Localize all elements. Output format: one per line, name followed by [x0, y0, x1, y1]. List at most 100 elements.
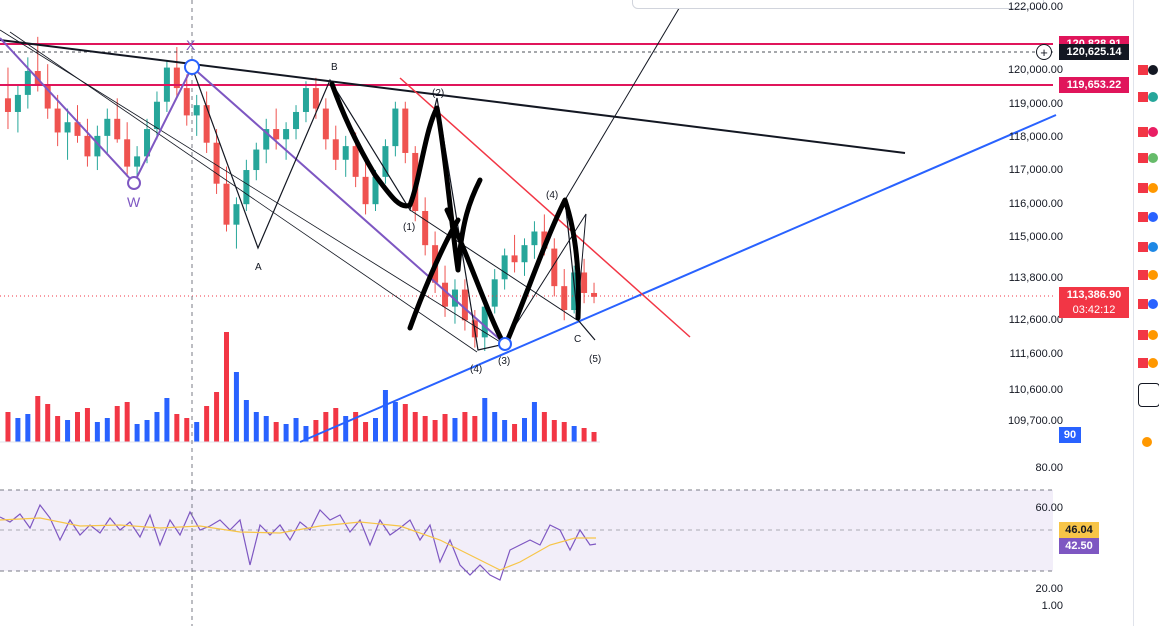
rsi-line — [0, 503, 597, 581]
volume-bar — [472, 416, 478, 442]
wl-item-12-icon[interactable] — [1142, 437, 1152, 447]
candle-body — [372, 176, 379, 205]
wave-label-1: (1) — [403, 222, 416, 233]
candle-body — [44, 84, 51, 109]
candle-body — [54, 108, 61, 133]
wl-flag-10[interactable] — [1138, 330, 1148, 340]
wl-item-1-icon[interactable] — [1148, 65, 1158, 75]
volume-bar — [392, 402, 398, 442]
volume-bar — [45, 404, 51, 442]
volume-bar — [541, 412, 547, 442]
candle-body — [491, 279, 498, 307]
price-chart[interactable] — [0, 0, 1133, 626]
wl-flag-9[interactable] — [1138, 299, 1148, 309]
top-toolbar-box — [632, 0, 1044, 9]
candle-body — [322, 108, 329, 140]
volume-bar — [502, 420, 508, 442]
watchlist-panel[interactable] — [1133, 0, 1159, 626]
wave-label-c: C — [574, 334, 582, 345]
volume-bar — [373, 418, 378, 442]
candle-body — [263, 129, 270, 150]
volume-bar — [561, 422, 567, 442]
wl-flag-6[interactable] — [1138, 212, 1148, 222]
candle-body — [551, 248, 558, 287]
candle-body — [461, 289, 468, 321]
volume-bar — [124, 402, 130, 442]
wl-flag-8[interactable] — [1138, 270, 1148, 280]
price-tick-label: 111,600.00 — [1009, 348, 1063, 360]
candle-body — [134, 156, 141, 167]
wl-item-10-icon[interactable] — [1148, 330, 1158, 340]
wl-item-11-icon[interactable] — [1148, 358, 1158, 368]
price-tick-label: 116,000.00 — [1008, 198, 1063, 210]
candle-body — [451, 289, 458, 307]
volume-bar — [462, 412, 468, 442]
marker-3[interactable] — [498, 337, 512, 351]
rsi-tick-label: 1.00 — [1041, 600, 1063, 612]
volume-bar — [25, 414, 31, 442]
red-channel-line — [399, 77, 691, 338]
candle-body — [442, 282, 449, 307]
volume-bar — [442, 414, 448, 442]
price-tick-label: 112,600.00 — [1008, 314, 1063, 326]
candle-body — [144, 129, 151, 157]
wl-flag-3[interactable] — [1138, 127, 1148, 137]
wl-item-9-icon[interactable] — [1148, 299, 1158, 309]
add-alert-icon[interactable]: + — [1036, 44, 1052, 60]
volume-bar — [293, 418, 299, 442]
wl-flag-7[interactable] — [1138, 242, 1148, 252]
candle-body — [104, 118, 111, 136]
volume-bar — [5, 412, 11, 442]
candle-body — [302, 88, 309, 112]
candle-body — [243, 170, 250, 205]
volume-bar — [253, 412, 259, 442]
price-tick-label: 118,000.00 — [1008, 131, 1063, 143]
wl-flag-2[interactable] — [1138, 92, 1148, 102]
volume-bar — [422, 416, 428, 442]
wl-item-7-icon[interactable] — [1148, 242, 1158, 252]
volume-bar — [551, 420, 557, 442]
volume-bar — [134, 424, 140, 442]
wl-item-6-icon[interactable] — [1148, 212, 1158, 222]
volume-bar — [333, 408, 339, 442]
rsi-tick-label: 60.00 — [1035, 502, 1063, 514]
volume-bars — [0, 332, 600, 443]
candle-body — [94, 135, 101, 157]
abc-wave-2 — [409, 209, 587, 346]
crosshair-price-tag: 120,625.14 — [1059, 44, 1129, 60]
wl-flag-11[interactable] — [1138, 358, 1148, 368]
rsi-tag: 42.50 — [1059, 538, 1099, 554]
marker-x[interactable] — [184, 59, 200, 75]
wl-flag-5[interactable] — [1138, 183, 1148, 193]
wl-item-5-icon[interactable] — [1148, 183, 1158, 193]
price-tick-label: 122,000.00 — [1007, 1, 1063, 13]
wl-item-2-icon[interactable] — [1148, 92, 1158, 102]
rsi-ma-line — [0, 517, 596, 571]
volume-bar — [343, 416, 349, 442]
volume-bar — [164, 398, 170, 442]
wl-flag-4[interactable] — [1138, 153, 1148, 163]
wl-item-3-icon[interactable] — [1148, 127, 1158, 137]
volume-bar — [402, 404, 408, 442]
wave-label-x: X — [186, 37, 196, 53]
candle-body — [4, 98, 11, 112]
wl-item-8-icon[interactable] — [1148, 270, 1158, 280]
volume-tag: 90 — [1059, 427, 1081, 443]
volume-bar — [283, 424, 289, 442]
volume-bar — [15, 418, 21, 442]
volume-bar — [531, 402, 537, 442]
countdown-tag: 03:42:12 — [1059, 302, 1129, 318]
candle-body — [253, 149, 260, 171]
marker-w[interactable] — [127, 176, 141, 190]
candle-body — [223, 183, 230, 225]
volume-bar — [94, 422, 100, 442]
wl-item-4-icon[interactable] — [1148, 153, 1158, 163]
resistance-price-tag: 119,653.22 — [1059, 77, 1129, 93]
wl-selected-item[interactable] — [1138, 383, 1159, 407]
volume-bar — [174, 414, 180, 442]
wl-flag-1[interactable] — [1138, 65, 1148, 75]
candle-body — [342, 146, 349, 160]
volume-bar — [65, 420, 71, 442]
wave-label-2: (2) — [432, 88, 445, 99]
candles — [4, 36, 598, 352]
